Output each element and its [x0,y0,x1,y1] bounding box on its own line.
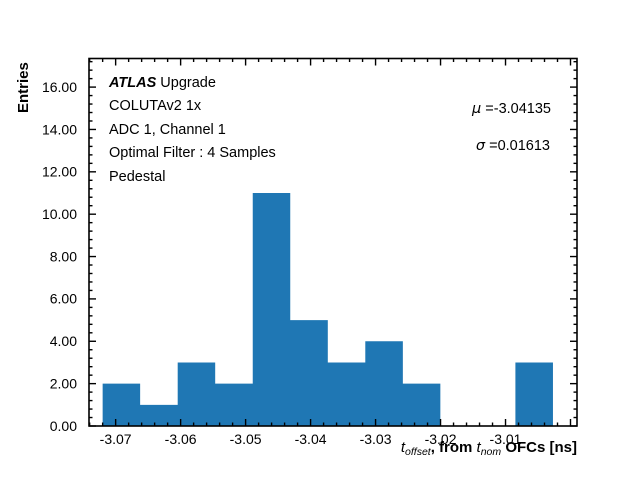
x-tick-label: -3.05 [230,431,262,447]
y-tick-label: 4.00 [50,333,77,349]
x-tick-label: -3.03 [360,431,392,447]
mu-annotation: μ =-3.04135 [472,102,551,117]
y-tick-label: 2.00 [50,375,77,391]
plot-border [88,57,578,427]
y-tick-label: 16.00 [42,79,77,95]
atlas-brand-suffix: Upgrade [156,75,216,91]
y-tick-label: 12.00 [42,164,77,180]
y-tick-label: 10.00 [42,206,77,222]
x-axis-title: toffset, from tnom OFCs [ns] [401,440,577,458]
info-line-mode: Pedestal [109,168,166,185]
info-text-block: ATLAS Upgrade COLUTAv2 1x ADC 1, Channel… [109,72,276,189]
x-tick-label: -3.01 [490,431,522,447]
x-tick-label: -3.07 [100,431,132,447]
y-tick-label: 6.00 [50,291,77,307]
x-tick-label: -3.06 [165,431,197,447]
info-line-atlas: ATLAS Upgrade [109,72,276,95]
x-tick-label: -3.04 [295,431,327,447]
sigma-annotation: σ =0.01613 [476,139,550,154]
y-axis-title: Entries [15,62,32,113]
histogram-bars [102,193,553,426]
x-title-sub1: offset [405,446,431,458]
sigma-value: =0.01613 [489,138,550,154]
atlas-brand-text: ATLAS [109,75,157,91]
mu-symbol: μ [472,101,482,117]
x-title-mid: , from [430,439,477,456]
x-title-var1: t [400,439,406,456]
mu-value: =-3.04135 [485,101,551,117]
x-tick-label: -3.02 [425,431,457,447]
y-tick-label: 14.00 [42,121,77,137]
info-line-chip: COLUTAv2 1x [109,98,202,115]
x-title-var2: t [476,439,481,456]
sigma-symbol: σ [475,138,486,154]
y-tick-label: 8.00 [50,248,77,264]
info-line-channel: ADC 1, Channel 1 [109,121,226,138]
x-title-sub2: nom [480,446,502,458]
y-tick-label: 0.00 [50,418,77,434]
x-title-tail: OFCs [ns] [501,439,577,456]
info-line-filter: Optimal Filter : 4 Samples [109,145,276,162]
